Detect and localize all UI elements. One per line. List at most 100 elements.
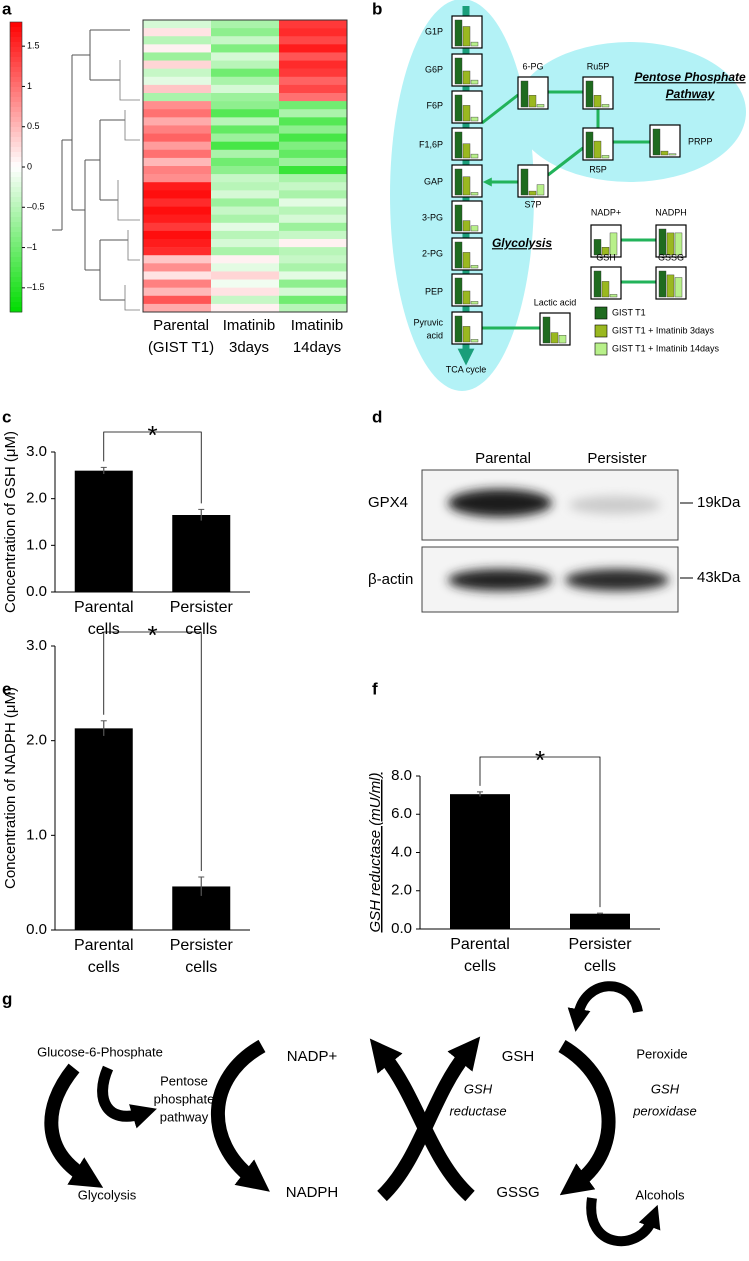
mini-bar [593,140,602,159]
band [565,569,669,591]
heatmap-cell [143,295,212,305]
colorbar-strip [10,102,22,108]
heatmap-cell [211,287,280,297]
heatmap-cell [143,255,212,264]
panel-letter: c [2,407,11,426]
panel-letter: g [2,989,12,1008]
heatmap-cell [143,44,212,53]
scheme-node: phosphate [154,1091,215,1106]
colorbar-strip [10,47,22,53]
x-tick-label: Parental [450,936,510,953]
heatmap-cell [211,271,280,280]
x-tick-label: Persister [170,937,234,954]
mini-bar [462,143,471,159]
colorbar-strip [10,142,22,148]
scheme-node: Pentose [160,1073,208,1088]
metabolite-label: NADPH [655,207,687,217]
heatmap-cell [279,206,348,215]
colorbar-strip [10,97,22,103]
scheme-node: Peroxide [636,1046,687,1061]
panel-letter: d [372,407,382,426]
heatmap-cell [143,222,212,232]
heatmap-cell [143,68,212,78]
significance-bracket [103,431,202,504]
heatmap-cell [279,182,348,191]
mini-bar [454,57,463,85]
mini-bar [601,104,610,108]
legend-swatch [594,324,608,338]
heatmap-cell [143,182,212,191]
heatmap-cell [211,84,280,94]
heatmap-cell [279,190,348,199]
scheme-node: NADPH [286,1184,339,1201]
panel-letter: e [2,679,11,698]
mini-bar [462,105,471,122]
colorbar-strip [10,212,22,218]
heatmap-cell [279,44,348,53]
colorbar-strip [10,207,22,213]
metabolite-label: NADP+ [591,207,621,217]
colorbar-tick-label: 1 [27,81,32,91]
mini-bar [601,155,610,159]
x-tick-label: 3days [229,339,269,356]
heatmap-cell [143,247,212,256]
panel-letter: f [372,679,378,698]
mini-bar [462,326,471,343]
heatmap-cell [279,36,348,45]
colorbar-tick-label: –0.5 [27,202,45,212]
metabolite-label: GSH [596,252,616,262]
heatmap-cell [279,198,348,207]
y-axis-label: GSH reductase (mU/ml) [367,772,384,932]
mini-bar [454,131,463,159]
metabolite-label: R5P [589,164,607,174]
metabolite-label: 3-PG [422,212,443,222]
heatmap-cell [143,230,212,240]
heatmap-cell [143,84,212,94]
heatmap-cell [211,222,280,232]
pentose-region [514,42,746,182]
arrow [211,1039,270,1192]
colorbar-strip [10,182,22,188]
row-label: β-actin [368,571,413,588]
scheme-node: Glycolysis [78,1187,137,1202]
colorbar-strip [10,132,22,138]
metabolite-label: Lactic acid [534,297,577,307]
legend-swatch [594,342,608,356]
mini-bar [462,290,471,305]
heatmap-cell [143,287,212,297]
heatmap-cell [143,20,212,29]
heatmap-cell [143,198,212,207]
metabolite-label: 6-PG [522,61,543,71]
scheme-node: pathway [160,1109,209,1124]
metabolite-label: G6P [425,64,443,74]
heatmap-cell [211,93,280,102]
heatmap-cell [143,52,212,61]
arrow [44,1063,104,1188]
colorbar-strip [10,167,22,173]
metabolite-label: F6P [426,100,443,110]
mini-bar [462,176,471,196]
mini-bar [454,315,463,343]
colorbar-strip [10,72,22,78]
heatmap-cell [143,125,212,134]
y-tick-label: 2.0 [26,732,47,749]
colorbar-strip [10,112,22,118]
colorbar-strip [10,247,22,253]
heatmap-cell [143,190,212,199]
heatmap-cell [211,101,280,110]
mini-bar [528,190,537,196]
y-tick-label: 1.0 [26,826,47,843]
heatmap-cell [279,84,348,94]
heatmap-cell [211,206,280,215]
significance-label: * [147,420,157,450]
y-tick-label: 0.0 [26,921,47,938]
legend-label: GIST T1 + Imatinib 14days [612,343,719,353]
colorbar-strip [10,157,22,163]
heatmap-cell [211,263,280,272]
heatmap-cell [279,174,348,183]
mini-bar [520,168,529,196]
heatmap-cell [211,247,280,256]
mini-bar [658,228,667,256]
pathway-title: Glycolysis [492,236,552,250]
mini-bar [470,79,479,85]
